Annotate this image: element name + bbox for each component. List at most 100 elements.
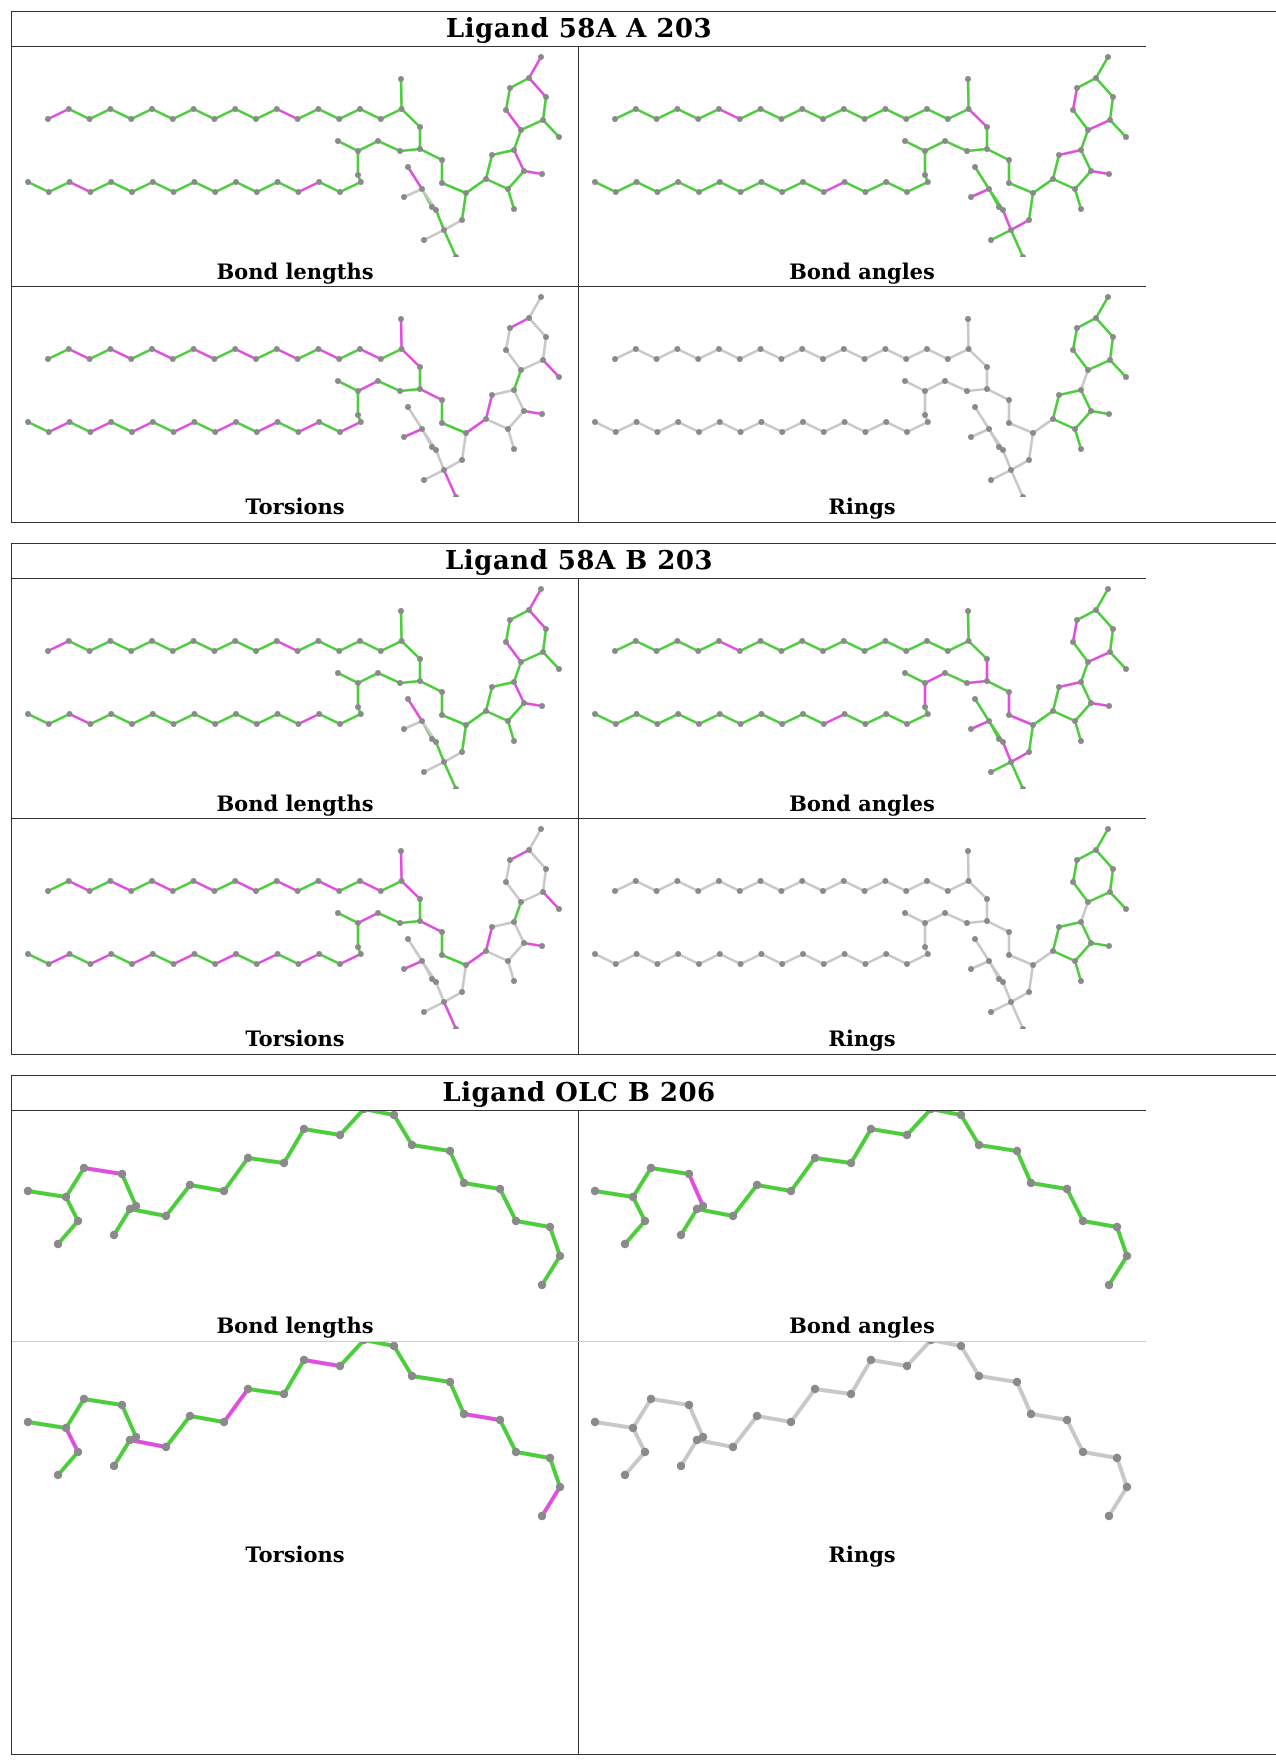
atom — [375, 138, 381, 144]
bond — [1027, 963, 1035, 994]
bond — [969, 427, 991, 439]
bond — [635, 180, 659, 194]
bond — [676, 952, 701, 966]
bond — [519, 890, 545, 904]
molecule-diagram — [23, 1111, 565, 1290]
bond — [398, 919, 422, 925]
bond — [943, 139, 969, 153]
atom — [23, 1186, 33, 1196]
atom — [389, 1342, 399, 1351]
bond — [460, 191, 468, 222]
bond — [234, 180, 259, 194]
atom — [149, 951, 156, 957]
atom — [357, 711, 364, 717]
bond — [842, 107, 866, 121]
atom — [924, 638, 930, 644]
atom — [377, 648, 384, 654]
bond — [302, 1127, 342, 1137]
bond — [925, 347, 950, 361]
bond — [356, 379, 380, 393]
block-title: Ligand 58A B 203 — [12, 544, 1146, 579]
atom — [453, 254, 459, 257]
atom — [1078, 206, 1084, 212]
atom — [185, 1411, 195, 1421]
bond — [275, 107, 299, 121]
atom — [521, 700, 527, 706]
bond — [540, 1254, 562, 1287]
atom — [716, 419, 723, 425]
atom — [1026, 457, 1032, 463]
atom — [87, 721, 94, 727]
bond — [464, 709, 488, 727]
bond — [109, 879, 133, 893]
bond — [884, 180, 909, 194]
atom — [964, 680, 970, 686]
bond — [717, 879, 742, 893]
atom — [212, 721, 219, 727]
atom — [539, 411, 545, 417]
bond — [1009, 750, 1031, 764]
bond — [1094, 316, 1115, 339]
atom — [316, 711, 323, 717]
atom — [972, 164, 978, 170]
atom — [922, 680, 928, 686]
bond — [422, 468, 446, 482]
atom — [357, 346, 363, 352]
bond — [1009, 218, 1031, 232]
atom — [1008, 467, 1014, 473]
atom — [405, 936, 411, 942]
bond — [379, 879, 403, 893]
bond — [789, 1156, 817, 1193]
atom — [924, 106, 930, 112]
atom — [654, 429, 661, 435]
bond — [1051, 417, 1077, 431]
atom — [674, 878, 681, 884]
bond — [800, 107, 825, 121]
atom — [526, 315, 532, 321]
bond — [254, 107, 279, 121]
bond — [973, 937, 991, 963]
atom — [433, 979, 439, 985]
atom — [86, 888, 93, 894]
bond — [484, 153, 494, 181]
atom — [984, 918, 990, 924]
atom — [538, 294, 544, 300]
atom — [526, 75, 532, 81]
atom — [355, 704, 361, 710]
atom — [716, 346, 722, 352]
bond — [376, 379, 402, 393]
atom — [736, 648, 743, 654]
atom — [507, 857, 513, 863]
bond — [276, 712, 300, 726]
atom — [483, 416, 489, 422]
atom — [357, 878, 363, 884]
atom — [779, 961, 786, 967]
bond — [631, 1195, 647, 1223]
atom — [389, 1111, 399, 1120]
bond — [649, 1166, 691, 1176]
atom — [676, 1230, 686, 1240]
bond — [634, 639, 658, 653]
bond — [969, 959, 991, 971]
atom — [211, 648, 218, 654]
bond — [739, 952, 763, 966]
atom — [212, 189, 219, 195]
atom — [1088, 168, 1094, 174]
atom — [377, 116, 384, 122]
atom — [463, 430, 469, 436]
atom — [1093, 607, 1099, 613]
atom — [66, 951, 73, 957]
atom — [489, 684, 495, 690]
atom — [1106, 411, 1112, 417]
bond — [504, 108, 523, 132]
bond — [317, 712, 342, 726]
bond — [1086, 890, 1112, 904]
bond — [985, 147, 1011, 162]
panel-caption: Torsions — [245, 1542, 345, 1567]
bond — [317, 347, 341, 361]
atom — [846, 1158, 856, 1168]
atom — [612, 429, 619, 435]
atom — [942, 910, 948, 916]
bond — [464, 417, 488, 435]
bond — [989, 228, 1013, 242]
